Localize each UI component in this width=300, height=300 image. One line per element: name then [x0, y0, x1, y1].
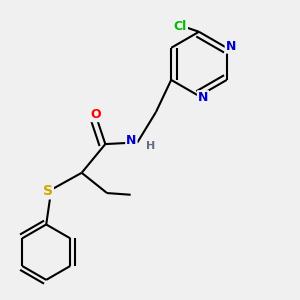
Text: N: N — [226, 40, 236, 52]
Text: H: H — [146, 141, 155, 151]
Text: N: N — [126, 134, 136, 147]
Text: S: S — [43, 184, 53, 198]
Text: O: O — [90, 108, 101, 121]
Text: N: N — [198, 91, 208, 104]
Text: Cl: Cl — [174, 20, 187, 33]
